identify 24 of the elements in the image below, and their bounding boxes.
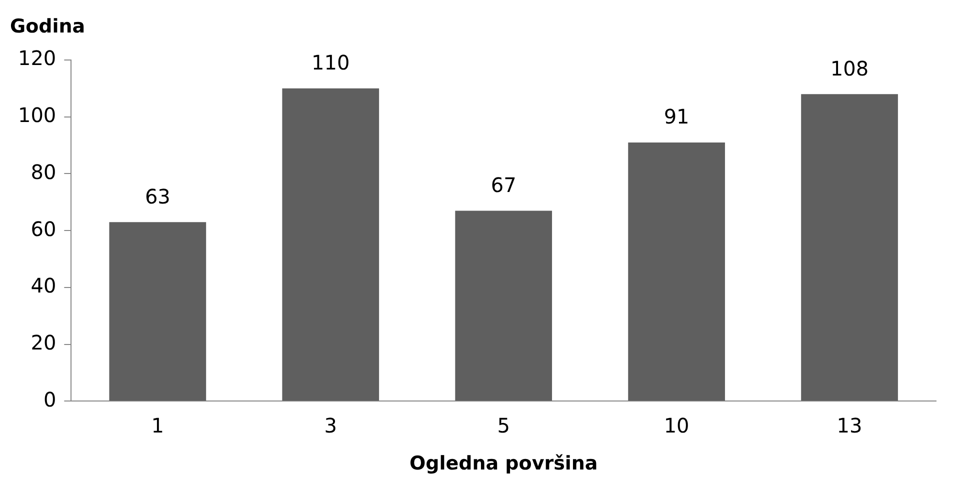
bar bbox=[801, 94, 898, 401]
data-label: 91 bbox=[664, 104, 690, 129]
y-tick-label: 0 bbox=[43, 387, 56, 412]
y-tick-label: 120 bbox=[18, 46, 56, 70]
y-tick-label: 20 bbox=[30, 330, 56, 355]
bar bbox=[628, 142, 725, 401]
data-label: 108 bbox=[830, 56, 869, 80]
x-tick-label: 10 bbox=[664, 413, 690, 438]
x-tick-label: 1 bbox=[151, 413, 164, 438]
bar bbox=[109, 222, 206, 401]
y-tick-label: 40 bbox=[30, 274, 56, 298]
bar bbox=[282, 88, 380, 401]
bar bbox=[455, 210, 552, 401]
y-tick-label: 60 bbox=[30, 216, 56, 241]
x-tick-label: 3 bbox=[324, 413, 337, 438]
x-tick-label: 5 bbox=[497, 413, 510, 438]
y-axis-title: Godina bbox=[10, 15, 86, 38]
data-label: 110 bbox=[312, 50, 350, 75]
y-tick-label: 100 bbox=[18, 103, 56, 128]
data-label: 63 bbox=[144, 184, 170, 208]
data-label: 67 bbox=[490, 172, 516, 197]
x-tick-label: 13 bbox=[836, 413, 862, 438]
y-tick-label: 80 bbox=[30, 160, 56, 184]
x-axis-title: Ogledna površina bbox=[409, 452, 598, 475]
